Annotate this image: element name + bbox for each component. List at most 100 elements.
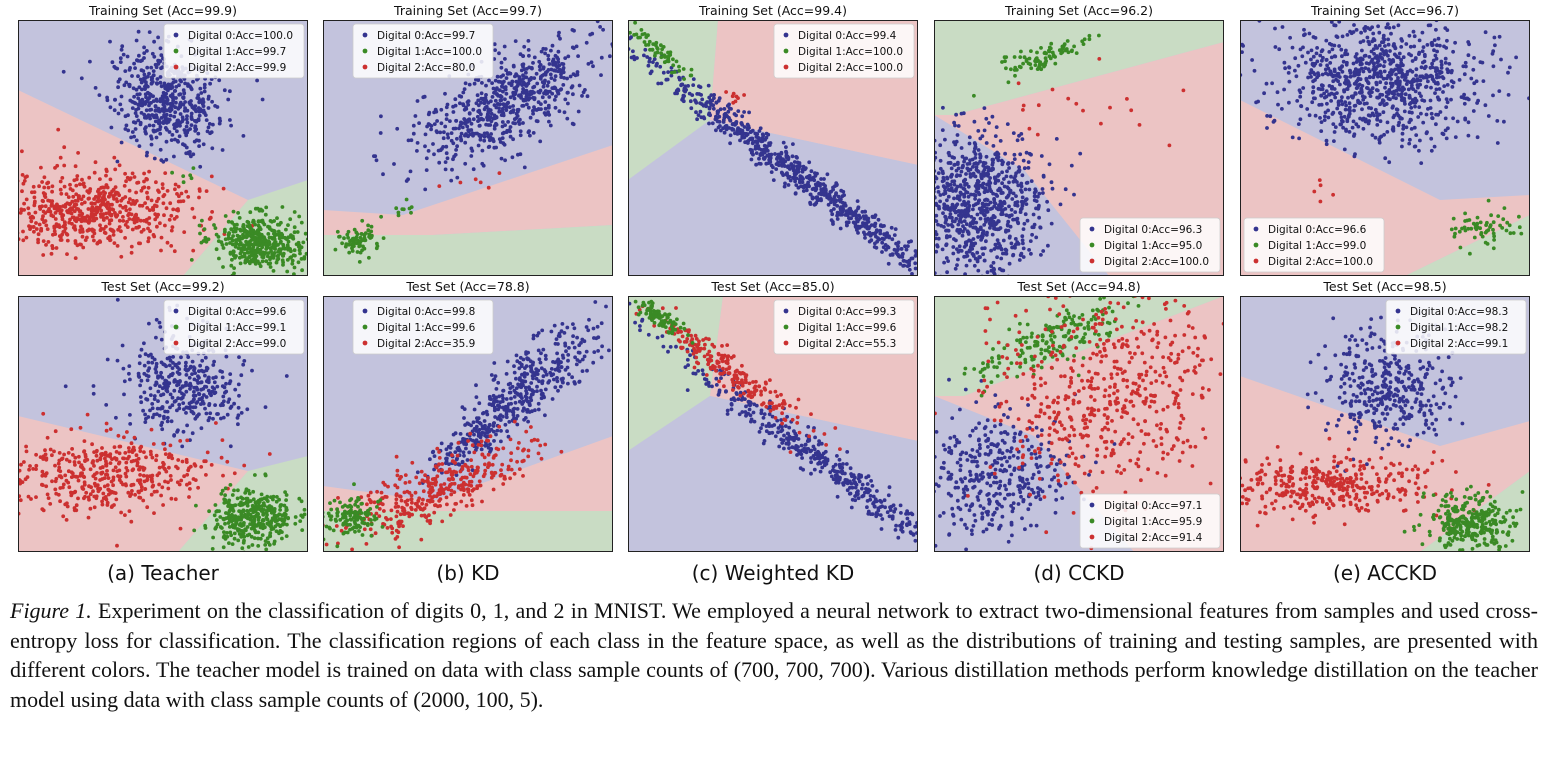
scatter-point bbox=[117, 218, 122, 223]
scatter-point bbox=[299, 220, 304, 225]
scatter-point bbox=[183, 364, 188, 368]
scatter-point bbox=[552, 78, 557, 82]
scatter-point bbox=[145, 505, 150, 510]
scatter-point bbox=[250, 543, 255, 547]
scatter-point bbox=[97, 93, 102, 97]
scatter-point bbox=[526, 448, 531, 453]
scatter-point bbox=[72, 460, 77, 464]
scatter-point bbox=[411, 131, 416, 136]
scatter-point bbox=[524, 389, 528, 393]
scatter-point bbox=[246, 277, 250, 281]
scatter-point bbox=[232, 471, 237, 476]
scatter-point bbox=[158, 75, 163, 79]
scatter-point bbox=[460, 459, 465, 464]
scatter-point bbox=[567, 346, 571, 350]
scatter-point bbox=[239, 500, 243, 505]
scatter-point bbox=[158, 125, 163, 129]
scatter-point bbox=[47, 207, 51, 211]
scatter-point bbox=[185, 114, 189, 118]
scatter-point bbox=[558, 88, 563, 92]
scatter-point bbox=[260, 503, 265, 508]
scatter-point bbox=[362, 233, 367, 237]
scatter-point bbox=[53, 166, 57, 170]
scatter-point bbox=[303, 231, 308, 236]
scatter-point bbox=[350, 547, 354, 552]
scatter-point bbox=[711, 106, 716, 111]
scatter-point bbox=[138, 449, 143, 453]
legend-box bbox=[163, 299, 305, 355]
scatter-point bbox=[524, 95, 529, 99]
scatter-point bbox=[172, 154, 176, 159]
scatter-point bbox=[144, 397, 148, 401]
scatter-point bbox=[137, 85, 142, 90]
scatter-point bbox=[316, 555, 320, 559]
scatter-point bbox=[173, 187, 177, 192]
scatter-point bbox=[91, 212, 96, 217]
scatter-point bbox=[228, 118, 232, 122]
scatter-point bbox=[123, 236, 127, 240]
scatter-point bbox=[154, 458, 159, 463]
scatter-point bbox=[342, 236, 346, 241]
scatter-point bbox=[24, 449, 29, 454]
scatter-point bbox=[115, 199, 120, 204]
scatter-point bbox=[130, 489, 134, 493]
scatter-point bbox=[175, 408, 179, 413]
scatter-point bbox=[576, 109, 581, 114]
scatter-point bbox=[499, 472, 504, 477]
scatter-point bbox=[40, 482, 44, 487]
scatter-point bbox=[165, 83, 170, 88]
scatter-point bbox=[265, 254, 270, 259]
scatter-point bbox=[204, 473, 208, 477]
scatter-point bbox=[158, 80, 163, 85]
scatter-point bbox=[18, 211, 23, 215]
scatter-point bbox=[284, 498, 288, 502]
scatter-point bbox=[178, 199, 183, 204]
scatter-point bbox=[224, 511, 228, 515]
scatter-point bbox=[268, 257, 272, 262]
scatter-point bbox=[162, 416, 166, 421]
scatter-point bbox=[229, 227, 234, 232]
scatter-point bbox=[491, 429, 496, 434]
scatter-point bbox=[145, 196, 150, 201]
scatter-point bbox=[4, 499, 8, 503]
scatter-point bbox=[180, 459, 185, 464]
scatter-point bbox=[395, 473, 400, 478]
scatter-point bbox=[64, 192, 69, 197]
scatter-point bbox=[103, 450, 108, 455]
scatter-point bbox=[736, 109, 741, 113]
scatter-point bbox=[280, 258, 285, 263]
scatter-point bbox=[260, 97, 265, 102]
scatter-point bbox=[923, 275, 927, 279]
scatter-point bbox=[27, 224, 31, 229]
scatter-point bbox=[565, 325, 570, 330]
scatter-point bbox=[71, 474, 76, 479]
scatter-point bbox=[58, 474, 63, 478]
scatter-point bbox=[130, 227, 135, 232]
scatter-point bbox=[384, 495, 389, 499]
scatter-point bbox=[880, 236, 885, 241]
scatter-point bbox=[754, 139, 758, 144]
scatter-point bbox=[268, 226, 272, 231]
scatter-point bbox=[546, 53, 551, 58]
scatter-point bbox=[575, 70, 580, 74]
scatter-point bbox=[557, 109, 562, 114]
scatter-point bbox=[343, 514, 348, 519]
scatter-point bbox=[207, 122, 212, 126]
scatter-point bbox=[251, 489, 256, 494]
scatter-point bbox=[237, 355, 241, 359]
scatter-point bbox=[105, 483, 110, 487]
scatter-point bbox=[65, 501, 69, 506]
scatter-point bbox=[632, 57, 637, 62]
legend-box bbox=[163, 23, 305, 79]
scatter-point bbox=[247, 491, 252, 496]
scatter-point bbox=[132, 448, 137, 452]
scatter-point bbox=[892, 247, 897, 252]
scatter-point bbox=[104, 428, 109, 433]
scatter-point bbox=[146, 353, 151, 358]
scatter-point bbox=[95, 483, 100, 488]
legend-entry: Digital 0:Acc=99.8 bbox=[377, 306, 475, 318]
scatter-point bbox=[119, 140, 124, 145]
scatter-point bbox=[82, 200, 87, 205]
scatter-point bbox=[491, 487, 496, 492]
